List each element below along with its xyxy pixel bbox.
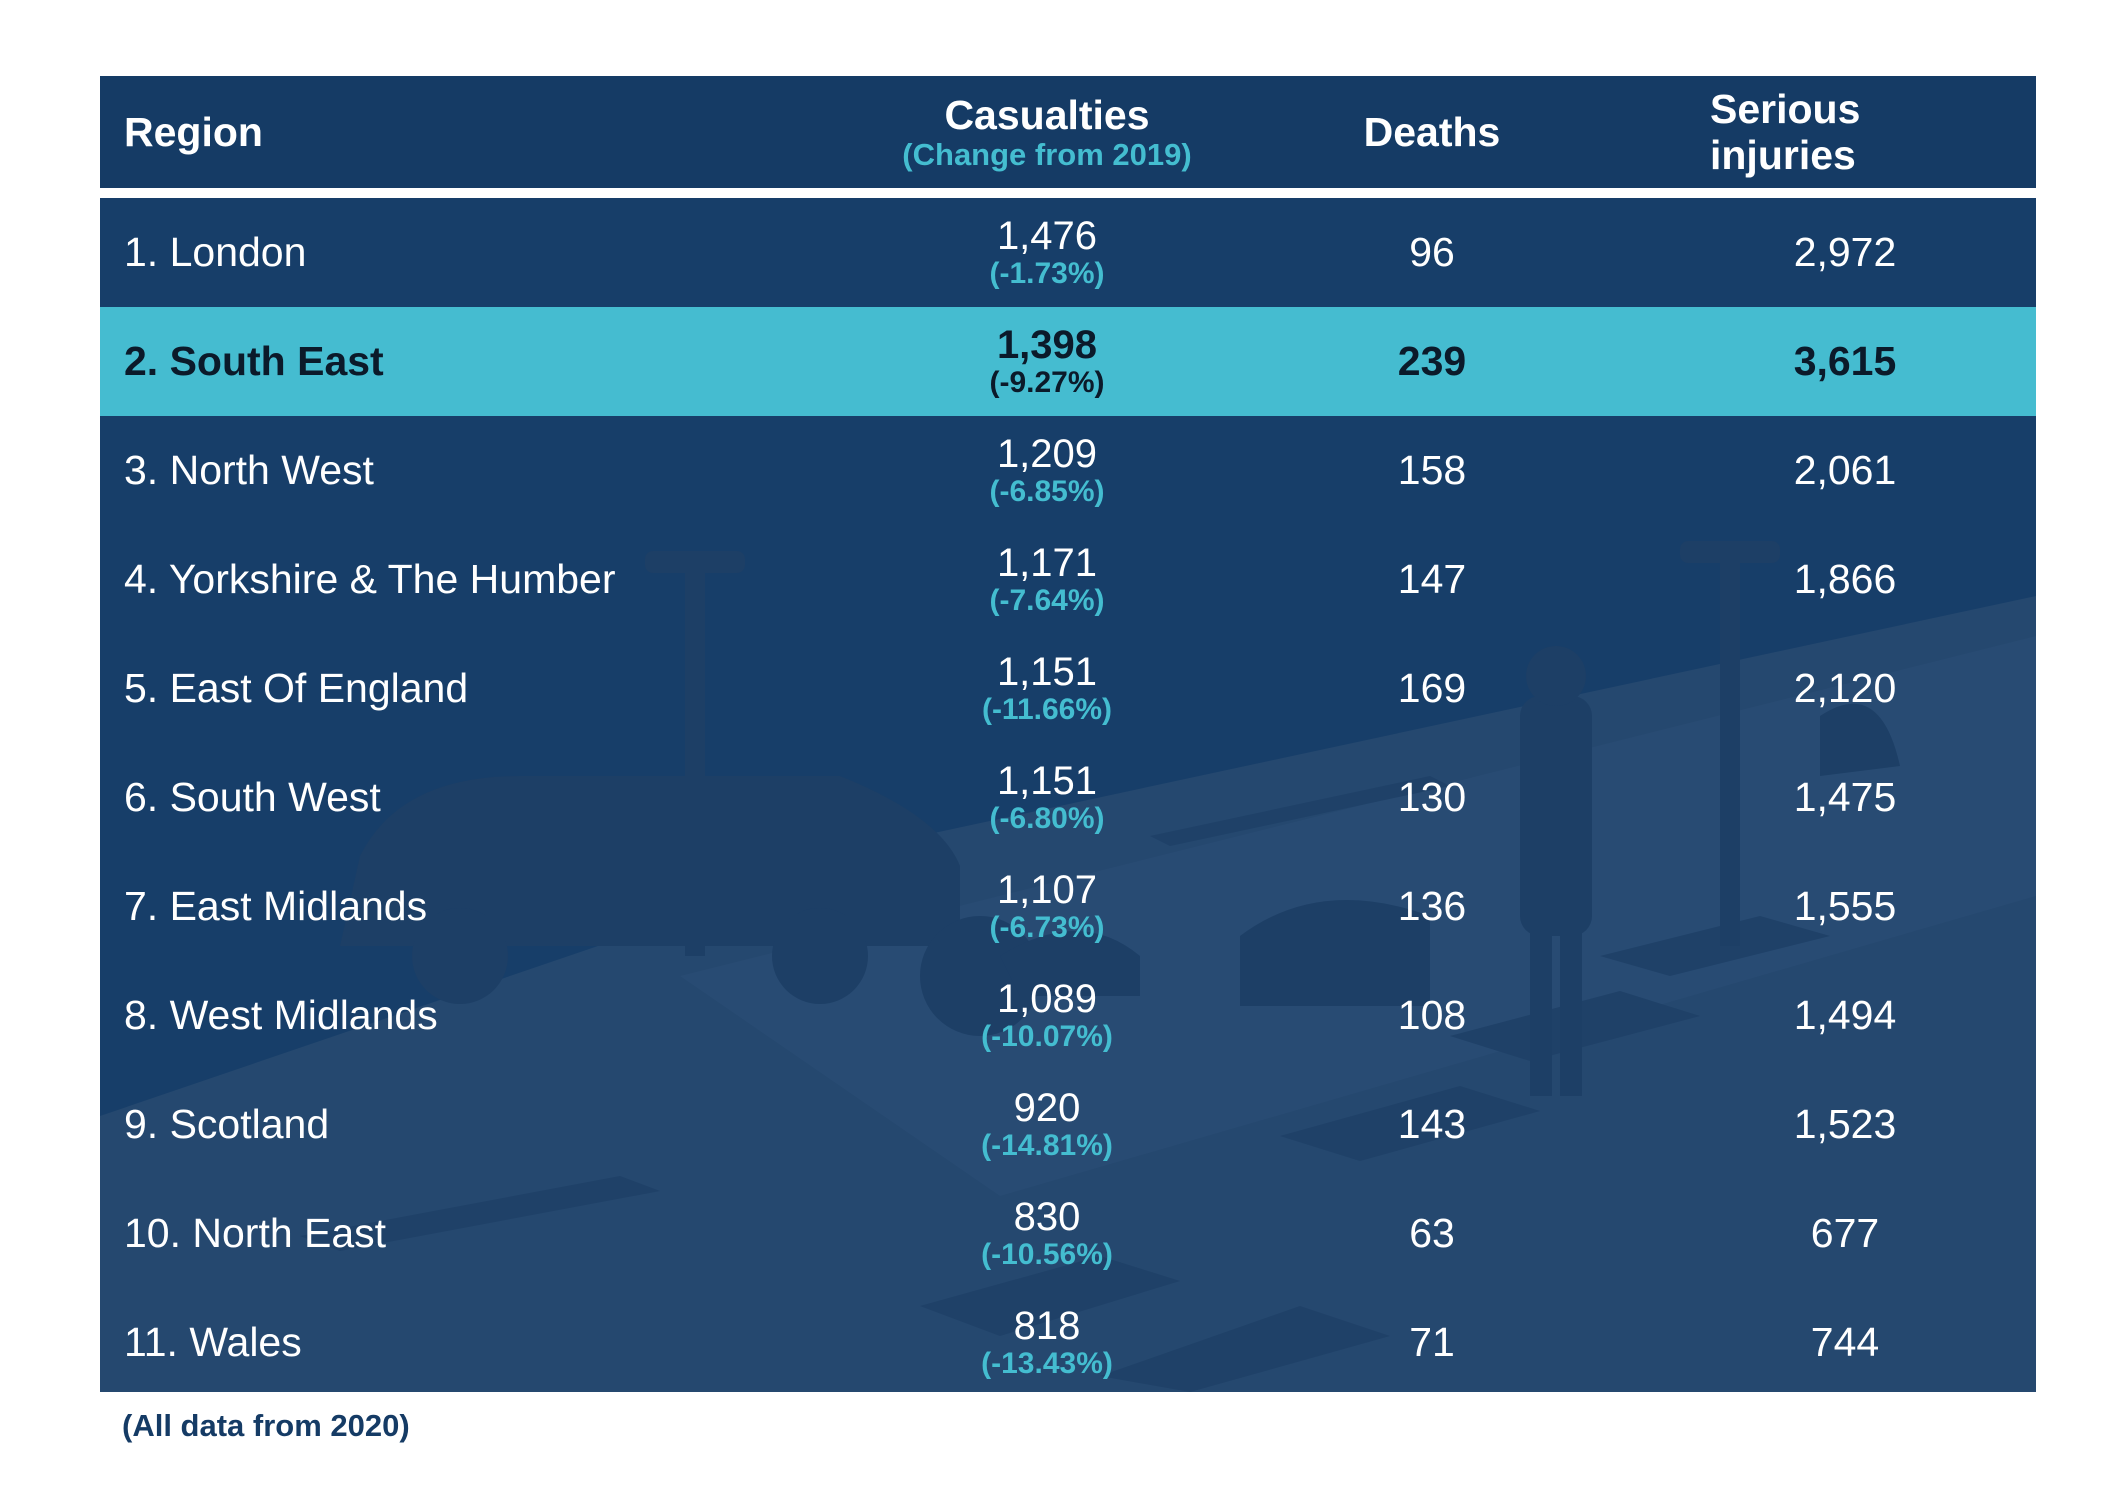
serious-injuries-cell: 744 (1810, 1319, 1880, 1365)
header-casualties-change: (Change from 2019) (902, 137, 1192, 172)
serious-injuries-cell: 3,615 (1793, 338, 1897, 384)
header-casualties: Casualties (944, 92, 1150, 138)
casualties-cell: 1,089 (-10.07%) (897, 961, 1197, 1070)
casualties-value: 818 (1013, 1303, 1081, 1348)
table-row: 10. North East 830 (-10.56%) 63 677 (100, 1179, 2036, 1288)
casualties-value: 1,151 (996, 758, 1098, 803)
casualties-cell: 1,209 (-6.85%) (897, 416, 1197, 525)
casualties-value: 920 (1013, 1085, 1081, 1130)
casualties-change: (-6.80%) (989, 801, 1105, 835)
serious-injuries-cell: 1,555 (1793, 883, 1897, 929)
casualties-change: (-10.07%) (981, 1019, 1113, 1053)
serious-injuries-cell: 2,061 (1793, 447, 1897, 493)
casualties-cell: 1,151 (-11.66%) (897, 634, 1197, 743)
table-row: 5. East Of England 1,151 (-11.66%) 169 2,120 (100, 634, 2036, 743)
table-row: 1. London 1,476 (-1.73%) 96 2,972 (100, 198, 2036, 307)
serious-injuries-cell: 2,972 (1793, 229, 1897, 275)
casualties-value: 1,209 (996, 431, 1098, 476)
table-row: 9. Scotland 920 (-14.81%) 143 1,523 (100, 1070, 2036, 1179)
serious-injuries-cell: 1,523 (1793, 1101, 1897, 1147)
region-cell: 6. South West (124, 774, 381, 820)
casualties-value: 1,107 (996, 867, 1098, 912)
region-cell: 7. East Midlands (124, 883, 428, 929)
casualties-change: (-10.56%) (981, 1237, 1113, 1271)
casualties-change: (-14.81%) (981, 1128, 1113, 1162)
road-scene-background (100, 541, 2036, 1392)
casualties-cell: 920 (-14.81%) (897, 1070, 1197, 1179)
region-cell: 11. Wales (124, 1319, 302, 1365)
serious-injuries-cell: 677 (1810, 1210, 1880, 1256)
casualties-cell: 1,171 (-7.64%) (897, 525, 1197, 634)
table-row: 11. Wales 818 (-13.43%) 71 744 (100, 1288, 2036, 1392)
region-cell: 1. London (124, 229, 307, 275)
footnote: (All data from 2020) (122, 1408, 410, 1443)
serious-injuries-cell: 1,475 (1793, 774, 1897, 820)
deaths-cell: 147 (1397, 556, 1467, 602)
region-cell: 4. Yorkshire & The Humber (124, 556, 616, 602)
casualties-change: (-1.73%) (989, 256, 1105, 290)
casualties-value: 830 (1013, 1194, 1081, 1239)
casualties-change: (-13.43%) (981, 1346, 1113, 1380)
header-serious-cell: Serious injuries (1710, 76, 1980, 188)
table-header: Region Casualties (Change from 2019) Dea… (100, 76, 2036, 188)
casualties-value: 1,151 (996, 649, 1098, 694)
casualties-cell: 1,476 (-1.73%) (897, 198, 1197, 307)
serious-injuries-cell: 1,866 (1793, 556, 1897, 602)
header-casualties-cell: Casualties (Change from 2019) (897, 76, 1197, 188)
deaths-cell: 158 (1397, 447, 1467, 493)
casualties-change: (-6.85%) (989, 474, 1105, 508)
region-cell: 2. South East (124, 338, 384, 384)
deaths-cell: 96 (1409, 229, 1455, 275)
header-region-cell: Region (124, 76, 263, 188)
header-deaths: Deaths (1363, 109, 1501, 155)
header-region: Region (124, 109, 263, 155)
casualties-table-panel: Region Casualties (Change from 2019) Dea… (100, 76, 2036, 1392)
casualties-value: 1,398 (996, 322, 1098, 367)
casualties-cell: 830 (-10.56%) (897, 1179, 1197, 1288)
table-row: 3. North West 1,209 (-6.85%) 158 2,061 (100, 416, 2036, 525)
casualties-change: (-7.64%) (989, 583, 1105, 617)
region-cell: 9. Scotland (124, 1101, 330, 1147)
casualties-value: 1,171 (996, 540, 1098, 585)
casualties-cell: 1,398 (-9.27%) (897, 307, 1197, 416)
table-row: 7. East Midlands 1,107 (-6.73%) 136 1,555 (100, 852, 2036, 961)
casualties-change: (-6.73%) (989, 910, 1105, 944)
deaths-cell: 108 (1397, 992, 1467, 1038)
deaths-cell: 63 (1409, 1210, 1455, 1256)
deaths-cell: 136 (1397, 883, 1467, 929)
region-cell: 3. North West (124, 447, 374, 493)
header-deaths-cell: Deaths (1332, 76, 1532, 188)
deaths-cell: 239 (1397, 338, 1467, 384)
serious-injuries-cell: 2,120 (1793, 665, 1897, 711)
deaths-cell: 169 (1397, 665, 1467, 711)
table-row: 8. West Midlands 1,089 (-10.07%) 108 1,494 (100, 961, 2036, 1070)
casualties-change: (-11.66%) (981, 692, 1113, 726)
region-cell: 8. West Midlands (124, 992, 438, 1038)
table-row: 2. South East 1,398 (-9.27%) 239 3,615 (100, 307, 2036, 416)
header-serious-injuries: Serious injuries (1710, 86, 1861, 178)
casualties-value: 1,089 (996, 976, 1098, 1021)
deaths-cell: 130 (1397, 774, 1467, 820)
region-cell: 10. North East (124, 1210, 387, 1256)
casualties-value: 1,476 (996, 213, 1098, 258)
serious-injuries-cell: 1,494 (1793, 992, 1897, 1038)
region-cell: 5. East Of England (124, 665, 469, 711)
header-divider (100, 188, 2036, 198)
casualties-cell: 1,151 (-6.80%) (897, 743, 1197, 852)
table-row: 4. Yorkshire & The Humber 1,171 (-7.64%) 14… (100, 525, 2036, 634)
deaths-cell: 143 (1397, 1101, 1467, 1147)
casualties-cell: 1,107 (-6.73%) (897, 852, 1197, 961)
deaths-cell: 71 (1409, 1319, 1455, 1365)
table-row: 6. South West 1,151 (-6.80%) 130 1,475 (100, 743, 2036, 852)
casualties-change: (-9.27%) (989, 365, 1105, 399)
casualties-cell: 818 (-13.43%) (897, 1288, 1197, 1392)
